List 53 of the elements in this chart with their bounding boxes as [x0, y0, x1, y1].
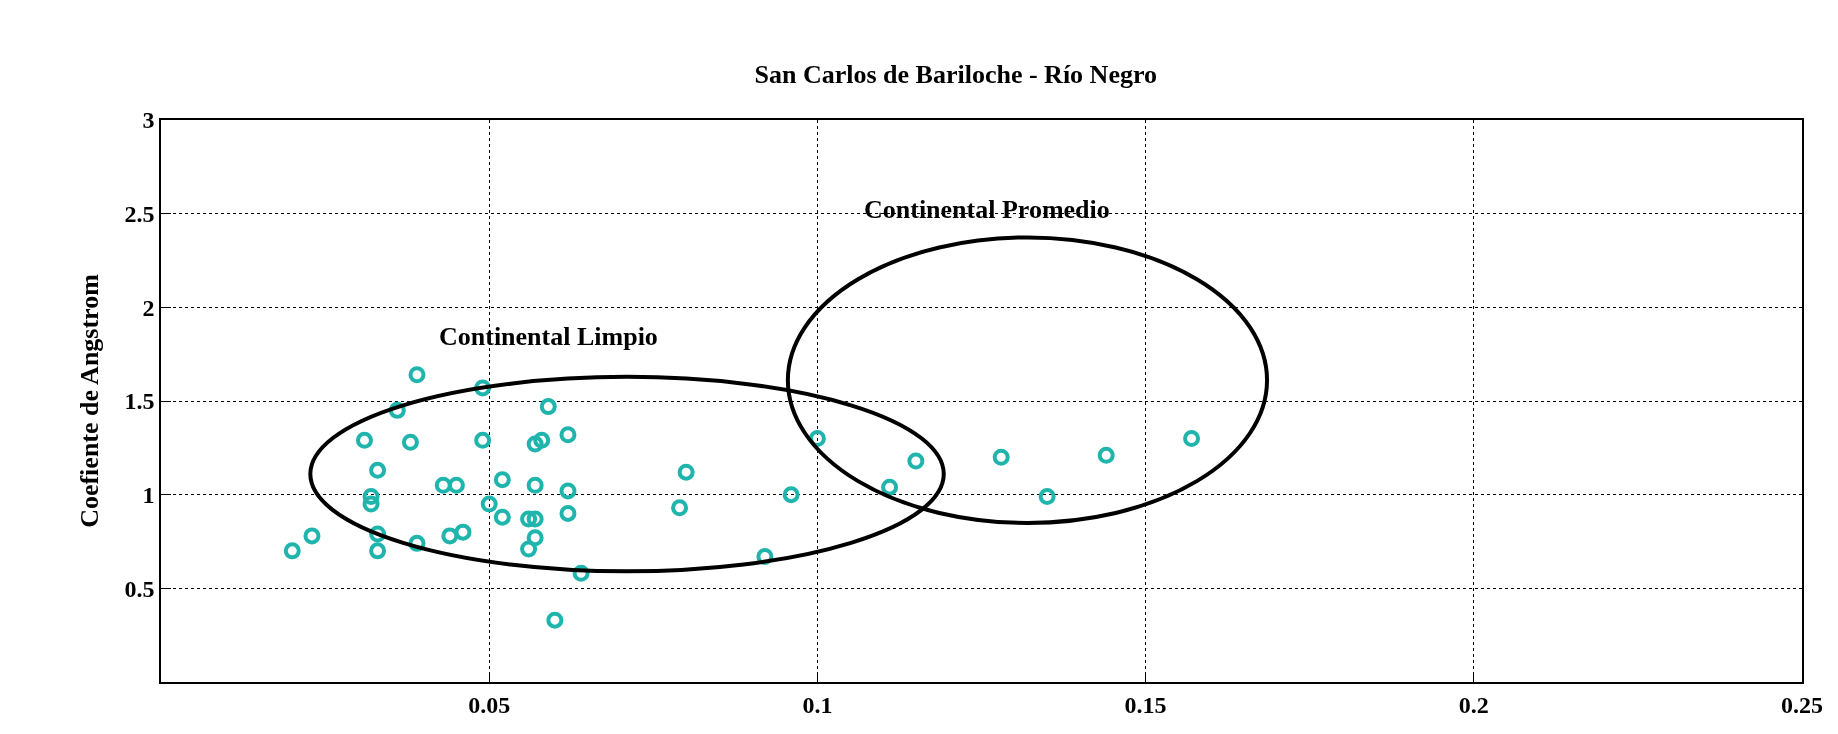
y-tick-label: 1 [142, 482, 155, 509]
y-tick-label: 3 [142, 107, 155, 134]
x-tick-label: 0.25 [1781, 691, 1823, 718]
point [369, 542, 387, 560]
y-tick-label: 2.5 [124, 201, 155, 228]
point [526, 476, 544, 494]
point [1183, 429, 1201, 447]
point [526, 435, 544, 453]
y-axis-title: Coefiente de Angstrom [75, 273, 105, 528]
point [454, 523, 472, 541]
point [992, 448, 1010, 466]
point [493, 508, 511, 526]
point [526, 510, 544, 528]
point [1038, 488, 1056, 506]
annotation: Continental Promedio [864, 195, 1110, 224]
point [677, 463, 695, 481]
point [303, 527, 321, 545]
point [520, 540, 538, 558]
point [480, 495, 498, 513]
point [1097, 446, 1115, 464]
chart-title: San Carlos de Bariloche - Río Negro [754, 59, 1158, 89]
y-tick-label: 2 [142, 294, 155, 321]
point [369, 461, 387, 479]
point [526, 529, 544, 547]
point [559, 504, 577, 522]
x-tick-label: 0.2 [1458, 691, 1489, 718]
point [441, 527, 459, 545]
point [362, 495, 380, 513]
x-tick-label: 0.1 [802, 691, 833, 718]
point [671, 499, 689, 517]
point [559, 482, 577, 500]
point [447, 476, 465, 494]
point [355, 431, 373, 449]
annotation: Continental Limpio [439, 322, 658, 351]
x-tick-label: 0.05 [468, 691, 511, 718]
point [434, 476, 452, 494]
y-tick-label: 1.5 [124, 388, 155, 415]
point [533, 431, 551, 449]
point [362, 488, 380, 506]
point [907, 452, 925, 470]
y-tick-label: 0.5 [124, 575, 155, 602]
point [782, 486, 800, 504]
point [559, 426, 577, 444]
x-tick-label: 0.15 [1124, 691, 1167, 718]
point [881, 478, 899, 496]
point [520, 510, 538, 528]
point [408, 366, 426, 384]
point [283, 542, 301, 560]
point [474, 431, 492, 449]
point [493, 471, 511, 489]
point [546, 611, 564, 629]
point [539, 398, 557, 416]
point [401, 433, 419, 451]
